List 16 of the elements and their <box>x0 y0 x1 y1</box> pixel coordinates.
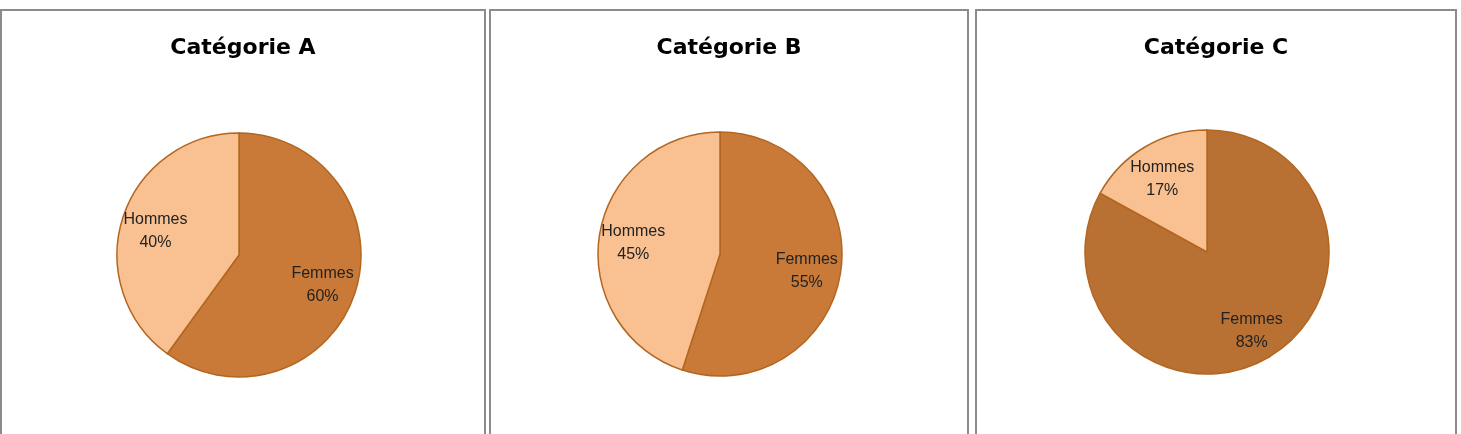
slice-label: Femmes <box>291 264 354 282</box>
data-label: 17% <box>1146 181 1179 199</box>
slice-label: Hommes <box>601 222 666 240</box>
slice-label: Hommes <box>1130 158 1195 176</box>
data-label: 60% <box>306 287 339 305</box>
chart-title: Catégorie C <box>1143 34 1289 59</box>
chart-title: Catégorie A <box>170 34 316 59</box>
data-label: 83% <box>1235 332 1268 350</box>
slice-label: Femmes <box>1220 309 1283 327</box>
data-label: 45% <box>617 245 650 263</box>
data-label: 55% <box>790 272 823 290</box>
pie-slice <box>1084 129 1330 375</box>
slice-label: Femmes <box>775 249 838 267</box>
chart-title: Catégorie B <box>656 34 802 59</box>
slice-label: Hommes <box>123 209 188 227</box>
data-label: 40% <box>139 232 172 250</box>
